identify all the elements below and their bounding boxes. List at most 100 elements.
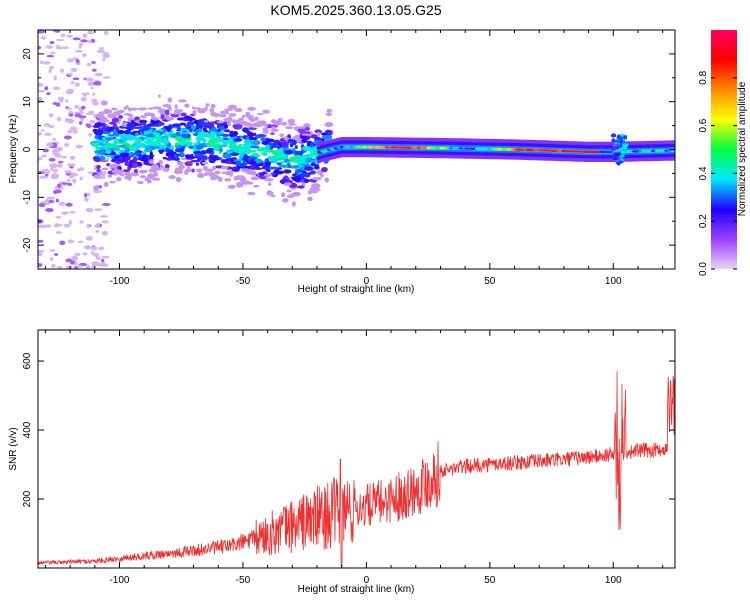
spectrogram-cell	[247, 156, 252, 162]
spectrogram-cell	[297, 157, 304, 161]
spectrogram-cell	[168, 175, 176, 180]
spectrogram-cell	[55, 198, 60, 203]
spectrogram-cell	[251, 172, 257, 176]
spectrogram-cell	[281, 198, 289, 203]
spectrogram-cell	[322, 134, 332, 140]
spectrogram-cell	[45, 208, 54, 213]
spectrogram-cell	[121, 122, 129, 128]
spectrogram-cell	[212, 166, 217, 171]
spectrogram-cell	[54, 185, 64, 191]
spectrogram-cell	[68, 211, 76, 214]
spectrogram-cell	[210, 103, 216, 109]
spectrogram-cell	[99, 47, 105, 50]
spectrogram-cell	[224, 178, 232, 182]
spectrogram-cell	[137, 107, 148, 111]
spectrogram-cell	[149, 150, 153, 156]
spectrogram-cell	[64, 117, 71, 123]
spectrogram-cell	[55, 45, 61, 48]
spectrogram-cell	[157, 134, 161, 139]
spectrogram-cell	[40, 129, 45, 132]
spectrogram-cell	[151, 116, 159, 121]
spectrogram-cell	[227, 150, 231, 154]
snr-y-label: SNR (v/v)	[8, 427, 19, 470]
colorbar-tick-label: 0.8	[698, 70, 709, 84]
spectrogram-cell	[236, 181, 245, 186]
spectrogram-cell	[258, 147, 267, 151]
spectrogram-cell	[63, 223, 71, 228]
spectrogram-cell	[277, 117, 283, 122]
spectrogram-cell	[94, 72, 104, 77]
spectrogram-cell	[616, 156, 621, 161]
spectrogram-cell	[184, 161, 193, 167]
spectrogram-cell	[173, 157, 180, 161]
spectrogram-cell	[38, 82, 44, 87]
spectrogram-cell	[82, 33, 88, 38]
spectrogram-cell	[101, 167, 109, 171]
spectrogram-cell	[101, 255, 110, 259]
spectrogram-cell	[68, 110, 74, 114]
spectrogram-cell	[213, 146, 221, 152]
spectrogram-cell	[226, 159, 232, 164]
spectrogram-cell	[133, 152, 142, 155]
spectrogram-cell	[85, 77, 94, 82]
spectrogram-cell	[307, 196, 313, 202]
spectrogram-cell	[292, 139, 297, 146]
spectrogram-cell	[304, 166, 314, 171]
spectrogram-cell	[245, 111, 251, 118]
spectrogram-cell	[205, 149, 213, 154]
spectrogram-cell	[118, 115, 123, 119]
spectrogram-cell	[617, 136, 624, 141]
spectrogram-cell	[115, 110, 121, 116]
spectrogram-cell	[262, 109, 270, 114]
spectrogram-cell	[211, 174, 220, 180]
spectrogram-cell	[268, 182, 272, 187]
spectrogram-cell	[61, 46, 69, 50]
spectrogram-cell	[320, 132, 328, 136]
spectrogram-cell	[112, 168, 121, 174]
x-tick-label: 50	[484, 276, 496, 287]
spectrogram-cell	[197, 172, 205, 179]
spectrogram-cell	[111, 107, 118, 111]
spectrogram-cell	[132, 126, 142, 130]
x-tick-label: -100	[109, 575, 129, 586]
spectrogram-cell	[67, 239, 75, 244]
spectrogram-cell	[70, 260, 75, 265]
colorbar-label: Normalized spectral amplitude	[737, 81, 748, 216]
spectrogram-cell	[93, 174, 101, 179]
spectrogram-cell	[227, 116, 233, 122]
spectrogram-cell	[185, 155, 196, 160]
spectrogram-cell	[98, 246, 105, 251]
spectrogram-cell	[283, 182, 292, 186]
spectrogram-cell	[45, 45, 53, 49]
spectrogram-cell	[270, 119, 277, 124]
colorbar: 0.0 0.2 0.4 0.6 0.8 Normalized spectral ampl…	[698, 30, 748, 276]
spectrogram-cell	[304, 127, 310, 131]
spectrogram-cell	[123, 107, 127, 110]
spectrogram-cell	[284, 126, 294, 130]
spectrogram-cell	[222, 139, 229, 146]
spectrogram-cell	[128, 163, 133, 168]
spectrogram-cell	[78, 121, 83, 125]
spectrogram-cell	[283, 149, 294, 155]
spectrogram-cell	[182, 130, 187, 133]
spectrogram-cell	[78, 42, 84, 47]
spectrogram-cell	[50, 174, 59, 180]
spectrogram-cell	[86, 223, 90, 229]
spectrogram-cell	[250, 145, 260, 149]
spectrogram-cell	[39, 175, 48, 179]
y-tick-label: -20	[22, 237, 33, 252]
spectrogram-cell	[66, 107, 72, 111]
spectrogram-cell	[294, 134, 300, 140]
spectrogram-cell	[111, 117, 119, 123]
spectrogram-cell	[619, 133, 625, 137]
colorbar-tick-label: 0.6	[698, 118, 709, 132]
spectrogram-cell	[206, 172, 210, 175]
spectrogram-cell	[103, 109, 113, 114]
spectrogram-cell	[60, 33, 66, 38]
spectrogram-cell	[38, 239, 44, 243]
spectrogram-cell	[195, 136, 202, 142]
spectrogram-cell	[228, 143, 236, 149]
spectrogram-cell	[234, 125, 243, 130]
spectrogram-cell	[57, 183, 62, 188]
spectrogram-cell	[78, 45, 82, 49]
